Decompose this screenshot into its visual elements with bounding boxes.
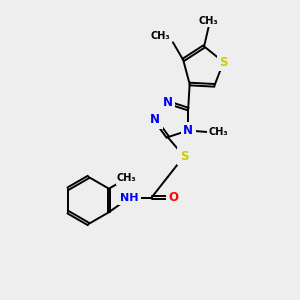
Text: NH: NH	[120, 193, 139, 202]
Text: CH₃: CH₃	[117, 173, 136, 183]
Text: S: S	[219, 56, 228, 69]
Text: CH₃: CH₃	[151, 31, 170, 41]
Text: N: N	[150, 113, 160, 126]
Text: N: N	[183, 124, 193, 137]
Text: N: N	[163, 96, 173, 109]
Text: S: S	[180, 150, 188, 163]
Text: O: O	[169, 191, 179, 204]
Text: CH₃: CH₃	[199, 16, 218, 26]
Text: CH₃: CH₃	[209, 127, 228, 137]
